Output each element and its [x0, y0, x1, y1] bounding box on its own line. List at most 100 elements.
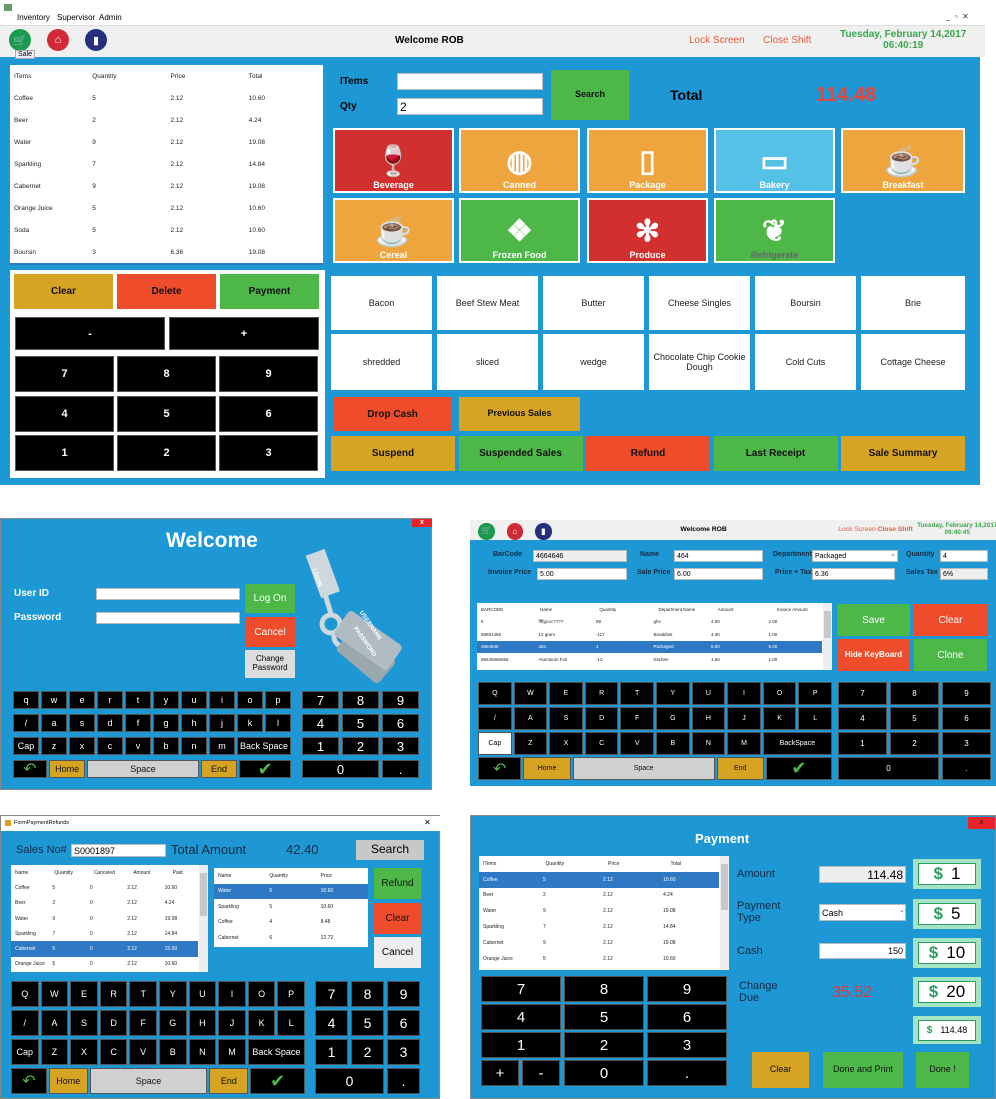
key-char[interactable]: p: [265, 691, 291, 709]
numpad-key[interactable]: 6: [382, 714, 419, 732]
bill-button[interactable]: $5: [913, 899, 981, 929]
category-canned[interactable]: ◍ Canned: [459, 128, 580, 193]
numpad-key[interactable]: 5: [342, 714, 379, 732]
numpad-key[interactable]: 8: [351, 981, 384, 1007]
field-input[interactable]: 4: [940, 550, 988, 562]
product-button[interactable]: Bacon: [331, 276, 432, 330]
table-row[interactable]: Soda 5 2.12 10.60: [10, 219, 323, 241]
table-row[interactable]: Water 9 2.12 19.08: [479, 903, 719, 919]
numpad-key[interactable]: 9: [382, 691, 419, 709]
suspended-sales-button[interactable]: Suspended Sales: [458, 436, 583, 471]
key-char[interactable]: S: [70, 1010, 98, 1036]
close-button[interactable]: ✕: [424, 818, 431, 827]
key-char[interactable]: /: [478, 707, 512, 730]
numpad-key[interactable]: 9: [647, 976, 727, 1002]
field-input[interactable]: 6.00: [674, 568, 763, 580]
key-char[interactable]: E: [70, 981, 98, 1007]
table-row[interactable]: Cabernet 9 2.12 19.08: [479, 935, 719, 951]
product-button[interactable]: Brie: [861, 276, 965, 330]
key-char[interactable]: F: [620, 707, 654, 730]
table-row[interactable]: Cabernet 9 2.12 19.08: [10, 175, 323, 197]
numpad-key[interactable]: 8: [564, 976, 644, 1002]
key-char[interactable]: O: [247, 981, 276, 1007]
key-char[interactable]: G: [159, 1010, 187, 1036]
key-char[interactable]: J: [727, 707, 761, 730]
table-row[interactable]: Orange Juice 5 2.12 10.60: [10, 197, 323, 219]
key-char[interactable]: Z: [513, 732, 548, 755]
table-row[interactable]: Orange Juice 5 0 2.12 10.60: [11, 957, 198, 972]
save-button[interactable]: Save: [837, 604, 910, 636]
key-char[interactable]: i: [209, 691, 235, 709]
numpad-key[interactable]: 4: [315, 1010, 348, 1036]
key-cap[interactable]: Cap: [478, 732, 512, 755]
table-row[interactable]: Water 9 0 2.12 19.08: [11, 911, 198, 926]
user-id-input[interactable]: [96, 588, 240, 600]
key-char[interactable]: q: [13, 691, 39, 709]
close-shift-link[interactable]: Close Shift: [763, 35, 812, 46]
numpad-key[interactable]: +: [481, 1060, 519, 1086]
numpad-key[interactable]: 2: [342, 737, 379, 755]
key-home[interactable]: Home: [48, 760, 86, 778]
key-char[interactable]: L: [798, 707, 832, 730]
numpad-key[interactable]: 7: [481, 976, 561, 1002]
table-row[interactable]: Boursin 3 6.36 19.08: [10, 241, 323, 263]
key-char[interactable]: T: [129, 981, 157, 1007]
key-char[interactable]: J: [218, 1010, 246, 1036]
key-char[interactable]: V: [620, 732, 654, 755]
numpad-key[interactable]: 2: [117, 435, 216, 471]
sale-summary-button[interactable]: Sale Summary: [841, 436, 965, 471]
numpad-key[interactable]: 1: [315, 1039, 348, 1065]
clear-button[interactable]: Clear: [374, 902, 421, 934]
cart-icon[interactable]: 🛒: [478, 523, 495, 540]
key-char[interactable]: K: [762, 707, 797, 730]
cash-input[interactable]: 150: [819, 943, 906, 959]
drop-cash-button[interactable]: Drop Cash: [333, 397, 452, 431]
key-char[interactable]: r: [97, 691, 123, 709]
key-char[interactable]: U: [691, 682, 726, 705]
table-row[interactable]: Cabernet 6 12.72: [214, 930, 368, 946]
last-receipt-button[interactable]: Last Receipt: [713, 436, 838, 471]
category-package[interactable]: ▯ Package: [587, 128, 708, 193]
numpad-key[interactable]: 5: [117, 395, 216, 432]
table-row[interactable]: Beer 2 0 2.12 4.24: [11, 896, 198, 911]
scrollbar[interactable]: [720, 856, 729, 970]
table-row[interactable]: Coffee 4 8.48: [214, 915, 368, 931]
table-row[interactable]: Beer 2 2.12 4.24: [479, 888, 719, 904]
key-char[interactable]: W: [513, 682, 548, 705]
key-back-space[interactable]: Back Space: [237, 737, 291, 755]
category-breakfast[interactable]: ☕ Breakfast: [841, 128, 965, 193]
numpad-key[interactable]: 0: [315, 1068, 384, 1094]
chart-icon[interactable]: ▮: [535, 523, 552, 540]
key-char[interactable]: A: [40, 1010, 69, 1036]
numpad-key[interactable]: 6: [647, 1004, 727, 1030]
key-char[interactable]: D: [584, 707, 619, 730]
key-char[interactable]: X: [549, 732, 583, 755]
key-home[interactable]: Home: [523, 757, 571, 780]
key-char[interactable]: E: [549, 682, 583, 705]
numpad-key[interactable]: 9: [387, 981, 420, 1007]
numpad-key[interactable]: 2: [890, 732, 939, 755]
cancel-button[interactable]: Cancel: [245, 617, 295, 647]
close-button[interactable]: x: [968, 817, 995, 829]
menu-supervisor[interactable]: Supervisor: [57, 13, 96, 22]
sales-no-input[interactable]: S0001897: [71, 844, 166, 857]
numpad-key[interactable]: 2: [564, 1032, 644, 1058]
key-cap[interactable]: Cap: [11, 1039, 39, 1065]
category-frozen-food[interactable]: ❖ Frozen Food: [459, 198, 580, 263]
key-char[interactable]: x: [69, 737, 95, 755]
table-row[interactable]: Cheese Singles23.186.36: [10, 263, 323, 265]
numpad-key[interactable]: 5: [564, 1004, 644, 1030]
key-char[interactable]: W: [40, 981, 69, 1007]
product-button[interactable]: Beef Stew Meat: [437, 276, 538, 330]
numpad-key[interactable]: 3: [942, 732, 991, 755]
chart-icon[interactable]: ▮: [85, 29, 107, 51]
key-char[interactable]: L: [277, 1010, 305, 1036]
key-char[interactable]: H: [188, 1010, 217, 1036]
key-char[interactable]: n: [181, 737, 207, 755]
key-char[interactable]: R: [99, 981, 128, 1007]
field-input[interactable]: 6%: [940, 568, 988, 580]
key-char[interactable]: Y: [159, 981, 187, 1007]
key-char[interactable]: D: [99, 1010, 128, 1036]
cart-icon[interactable]: 🛒: [9, 29, 31, 51]
close-shift-link[interactable]: Close Shift: [877, 525, 913, 533]
